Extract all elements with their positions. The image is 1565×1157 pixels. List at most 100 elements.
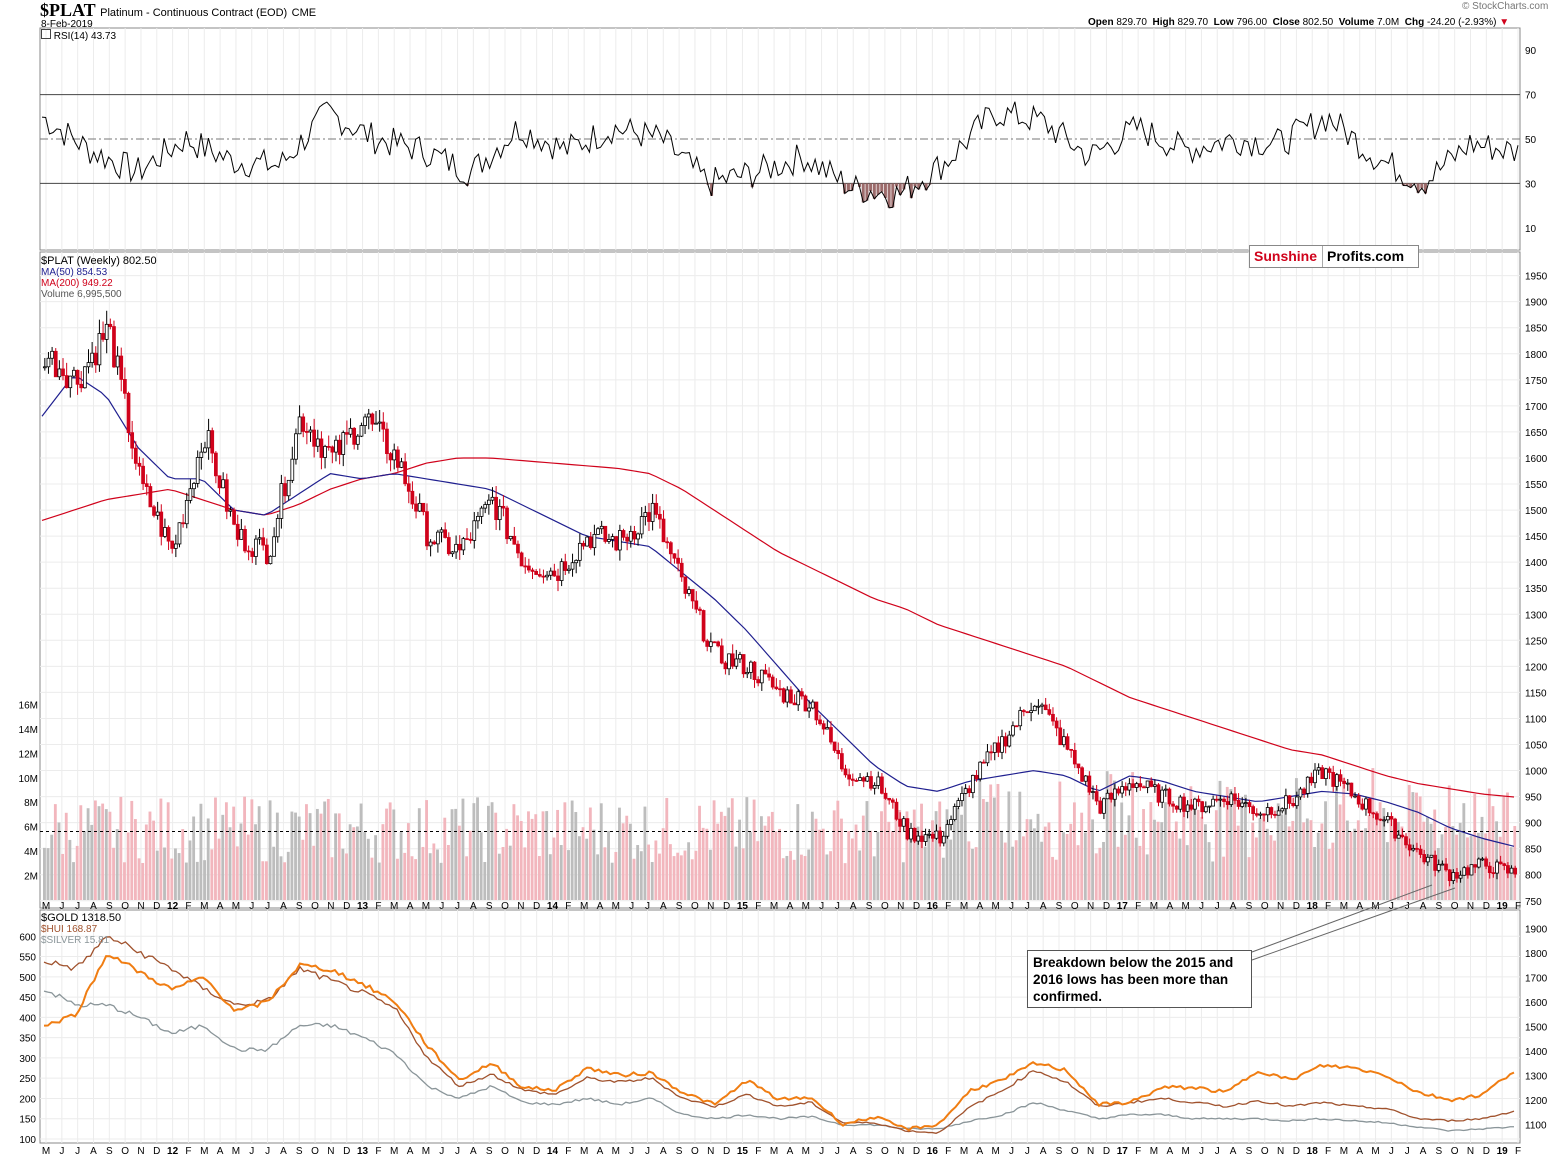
ma50-line — [41, 377, 1515, 847]
volume-bar — [774, 831, 778, 900]
comparison-right-tick: 1900 — [1525, 924, 1548, 935]
volume-bar — [79, 805, 83, 900]
candle-body — [1487, 865, 1492, 874]
volume-bar — [1305, 818, 1309, 900]
volume-bar — [705, 828, 709, 900]
x-tick-label: F — [1135, 901, 1141, 912]
candle-body — [567, 568, 571, 571]
candle-body — [945, 824, 950, 837]
candle-body — [104, 323, 109, 340]
volume-bar — [279, 856, 283, 900]
candle-body — [796, 691, 801, 706]
volume-bar — [406, 823, 410, 900]
volume-bar — [1353, 828, 1357, 900]
candle-body — [461, 538, 466, 551]
volume-bar — [1178, 838, 1182, 900]
volume-bar — [392, 809, 396, 900]
volume-bar — [574, 812, 578, 900]
candle-body — [658, 513, 662, 520]
candle-body — [672, 553, 677, 559]
volume-bar — [468, 830, 472, 900]
x-tick-label: F — [185, 1146, 191, 1157]
x-tick-label: S — [486, 901, 493, 912]
volume-bar — [1142, 809, 1145, 900]
candle-body — [1280, 808, 1285, 812]
x-tick-label: M — [200, 901, 208, 912]
candle-body — [64, 375, 69, 389]
candle-body — [199, 451, 204, 458]
candle-body — [912, 827, 917, 842]
candle-body — [425, 511, 429, 547]
candle-body — [1404, 836, 1408, 846]
x-tick-label: F — [1515, 901, 1521, 912]
x-tick-label: D — [723, 901, 730, 912]
candle-body — [1375, 813, 1379, 820]
candle-body — [847, 774, 852, 780]
candle-body — [1364, 798, 1368, 810]
candle-body — [1324, 768, 1328, 779]
volume-bar — [898, 810, 902, 900]
volume-bar — [563, 802, 567, 900]
volume-bar — [1222, 856, 1226, 900]
x-tick-label: O — [1071, 901, 1079, 912]
volume-bar — [1244, 794, 1247, 900]
volume-bar — [1225, 786, 1229, 900]
candle-body — [239, 529, 244, 540]
candle-body — [690, 589, 695, 602]
candle-body — [450, 551, 455, 555]
quote-close: 802.50 — [1302, 17, 1334, 28]
candle-body — [789, 689, 793, 704]
volume-bar — [530, 818, 534, 900]
x-tick-label: N — [1277, 901, 1284, 912]
comparison-right-tick: 1600 — [1525, 998, 1548, 1009]
candle-body — [1462, 867, 1467, 876]
volume-bar — [894, 815, 898, 900]
price-y-tick: 1900 — [1525, 298, 1548, 309]
volume-bar — [880, 811, 883, 900]
volume-bar — [1174, 821, 1178, 900]
price-frame — [39, 251, 1521, 909]
candle-body — [1036, 705, 1041, 708]
volume-bar — [665, 797, 669, 900]
volume-bar — [330, 857, 334, 900]
x-tick-label: F — [755, 1146, 761, 1157]
candle-body — [537, 574, 542, 577]
x-tick-label: M — [1340, 1146, 1348, 1157]
volume-bar — [432, 843, 436, 900]
volume-bar — [690, 859, 694, 900]
x-tick-label: J — [1199, 1146, 1204, 1157]
candle-body — [727, 653, 731, 670]
candle-body — [989, 751, 993, 754]
candle-body — [1178, 796, 1183, 810]
x-tick-label: S — [866, 901, 873, 912]
volume-bar — [425, 800, 428, 900]
candle-body — [712, 641, 717, 644]
candle-body — [1353, 795, 1357, 798]
volume-bar — [1062, 832, 1065, 900]
volume-bar — [97, 806, 101, 900]
candle-body — [574, 559, 579, 564]
volume-bar — [1327, 848, 1331, 900]
volume-y-tick: 2M — [24, 872, 38, 883]
volume-bar — [1338, 804, 1342, 900]
candle-body — [454, 543, 458, 553]
comparison-right-tick: 1800 — [1525, 949, 1548, 960]
candle-body — [676, 557, 680, 564]
x-tick-label: M — [802, 1146, 810, 1157]
volume-bar — [450, 809, 454, 900]
candle-body — [319, 438, 324, 458]
volume-bar — [192, 816, 196, 900]
volume-bar — [643, 806, 647, 900]
volume-bar — [974, 847, 978, 900]
volume-bar — [1014, 840, 1018, 900]
x-tick-label: N — [1467, 1146, 1474, 1157]
candle-body — [679, 562, 684, 578]
x-tick-label: A — [407, 1146, 414, 1157]
volume-bar — [275, 812, 279, 900]
x-tick-label: 13 — [357, 1146, 369, 1157]
candle-body — [1098, 800, 1103, 814]
x-tick-label: A — [1356, 901, 1363, 912]
candle-body — [1244, 802, 1248, 804]
candle-body — [734, 658, 739, 667]
candle-body — [1247, 802, 1252, 808]
